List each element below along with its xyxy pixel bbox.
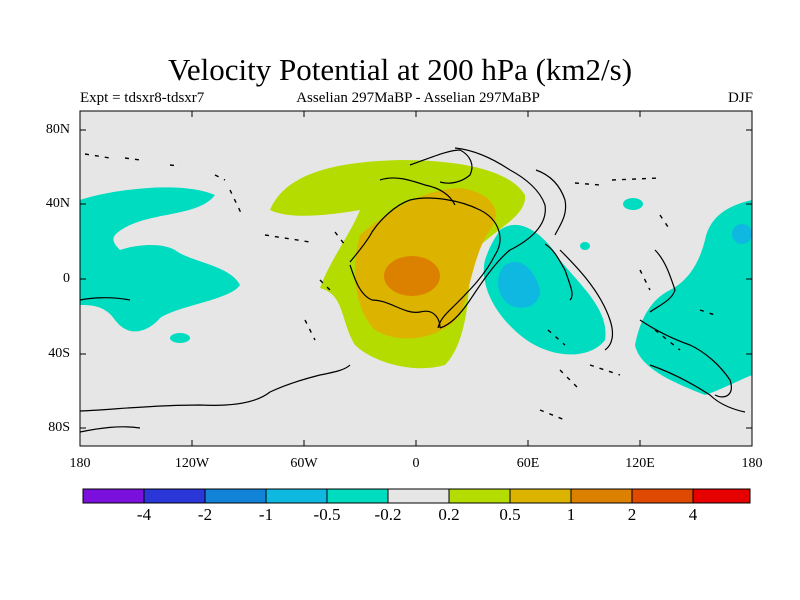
colorbar-box-6 <box>387 488 450 504</box>
colorbar-box-3 <box>204 488 267 504</box>
lat-label-40n: 40N <box>45 196 70 211</box>
colorbar-box-11 <box>692 488 751 504</box>
colorbar-label: 0.5 <box>499 505 521 524</box>
contour-negative-weak-center <box>483 224 606 355</box>
lat-label-40s: 40S <box>48 346 70 361</box>
lon-label-180w: 180 <box>69 456 91 471</box>
map-title: Velocity Potential at 200 hPa (km2/s) <box>167 52 633 87</box>
lon-label-180e: 180 <box>741 456 763 471</box>
lon-label-120e: 120E <box>625 456 655 471</box>
lon-label-60w: 60W <box>290 456 318 471</box>
coastline-dashes <box>84 153 716 421</box>
contour-negative-weak-west <box>80 187 240 332</box>
contour-negative-weak-blob3 <box>580 242 590 250</box>
colorbar-label: -4 <box>136 505 152 524</box>
contour-positive-strong <box>384 256 440 296</box>
lon-label-60e: 60E <box>516 456 540 471</box>
season-label: DJF <box>727 90 753 106</box>
lon-label-120w: 120W <box>174 456 210 471</box>
colorbar-box-8 <box>509 488 572 504</box>
contour-negative-weak-blob2 <box>623 198 643 210</box>
lat-label-80s: 80S <box>48 420 70 435</box>
colorbar-box-1 <box>82 488 145 504</box>
colorbar-box-5 <box>326 488 389 504</box>
lat-label-80n: 80N <box>45 122 70 137</box>
coastlines <box>79 147 746 433</box>
colorbar-label: 0.2 <box>438 505 460 524</box>
contour-negative-weak-blob4 <box>732 330 744 338</box>
colorbar <box>82 488 751 504</box>
contour-negative-weak-blob1 <box>170 333 190 343</box>
colorbar-label: -0.5 <box>313 505 341 524</box>
contour-negative-mid <box>498 261 540 308</box>
period-label: Asselian 297MaBP - Asselian 297MaBP <box>296 90 540 106</box>
colorbar-label: 4 <box>688 505 698 524</box>
colorbar-box-7 <box>448 488 511 504</box>
colorbar-box-2 <box>143 488 206 504</box>
colorbar-label: -0.2 <box>374 505 402 524</box>
lon-label-0: 0 <box>412 456 420 471</box>
colorbar-label: 2 <box>627 505 637 524</box>
lat-label-0: 0 <box>63 271 70 286</box>
colorbar-box-9 <box>570 488 633 504</box>
experiment-label: Expt = tdsxr8-tdsxr7 <box>80 90 205 106</box>
colorbar-box-4 <box>265 488 328 504</box>
colorbar-label: 1 <box>566 505 576 524</box>
colorbar-label: -2 <box>197 505 213 524</box>
axis-ticks <box>80 111 752 446</box>
contour-negative-weak-east <box>635 200 752 395</box>
colorbar-box-10 <box>631 488 694 504</box>
colorbar-label: -1 <box>258 505 274 524</box>
contour-negative-mid-east <box>732 224 752 244</box>
